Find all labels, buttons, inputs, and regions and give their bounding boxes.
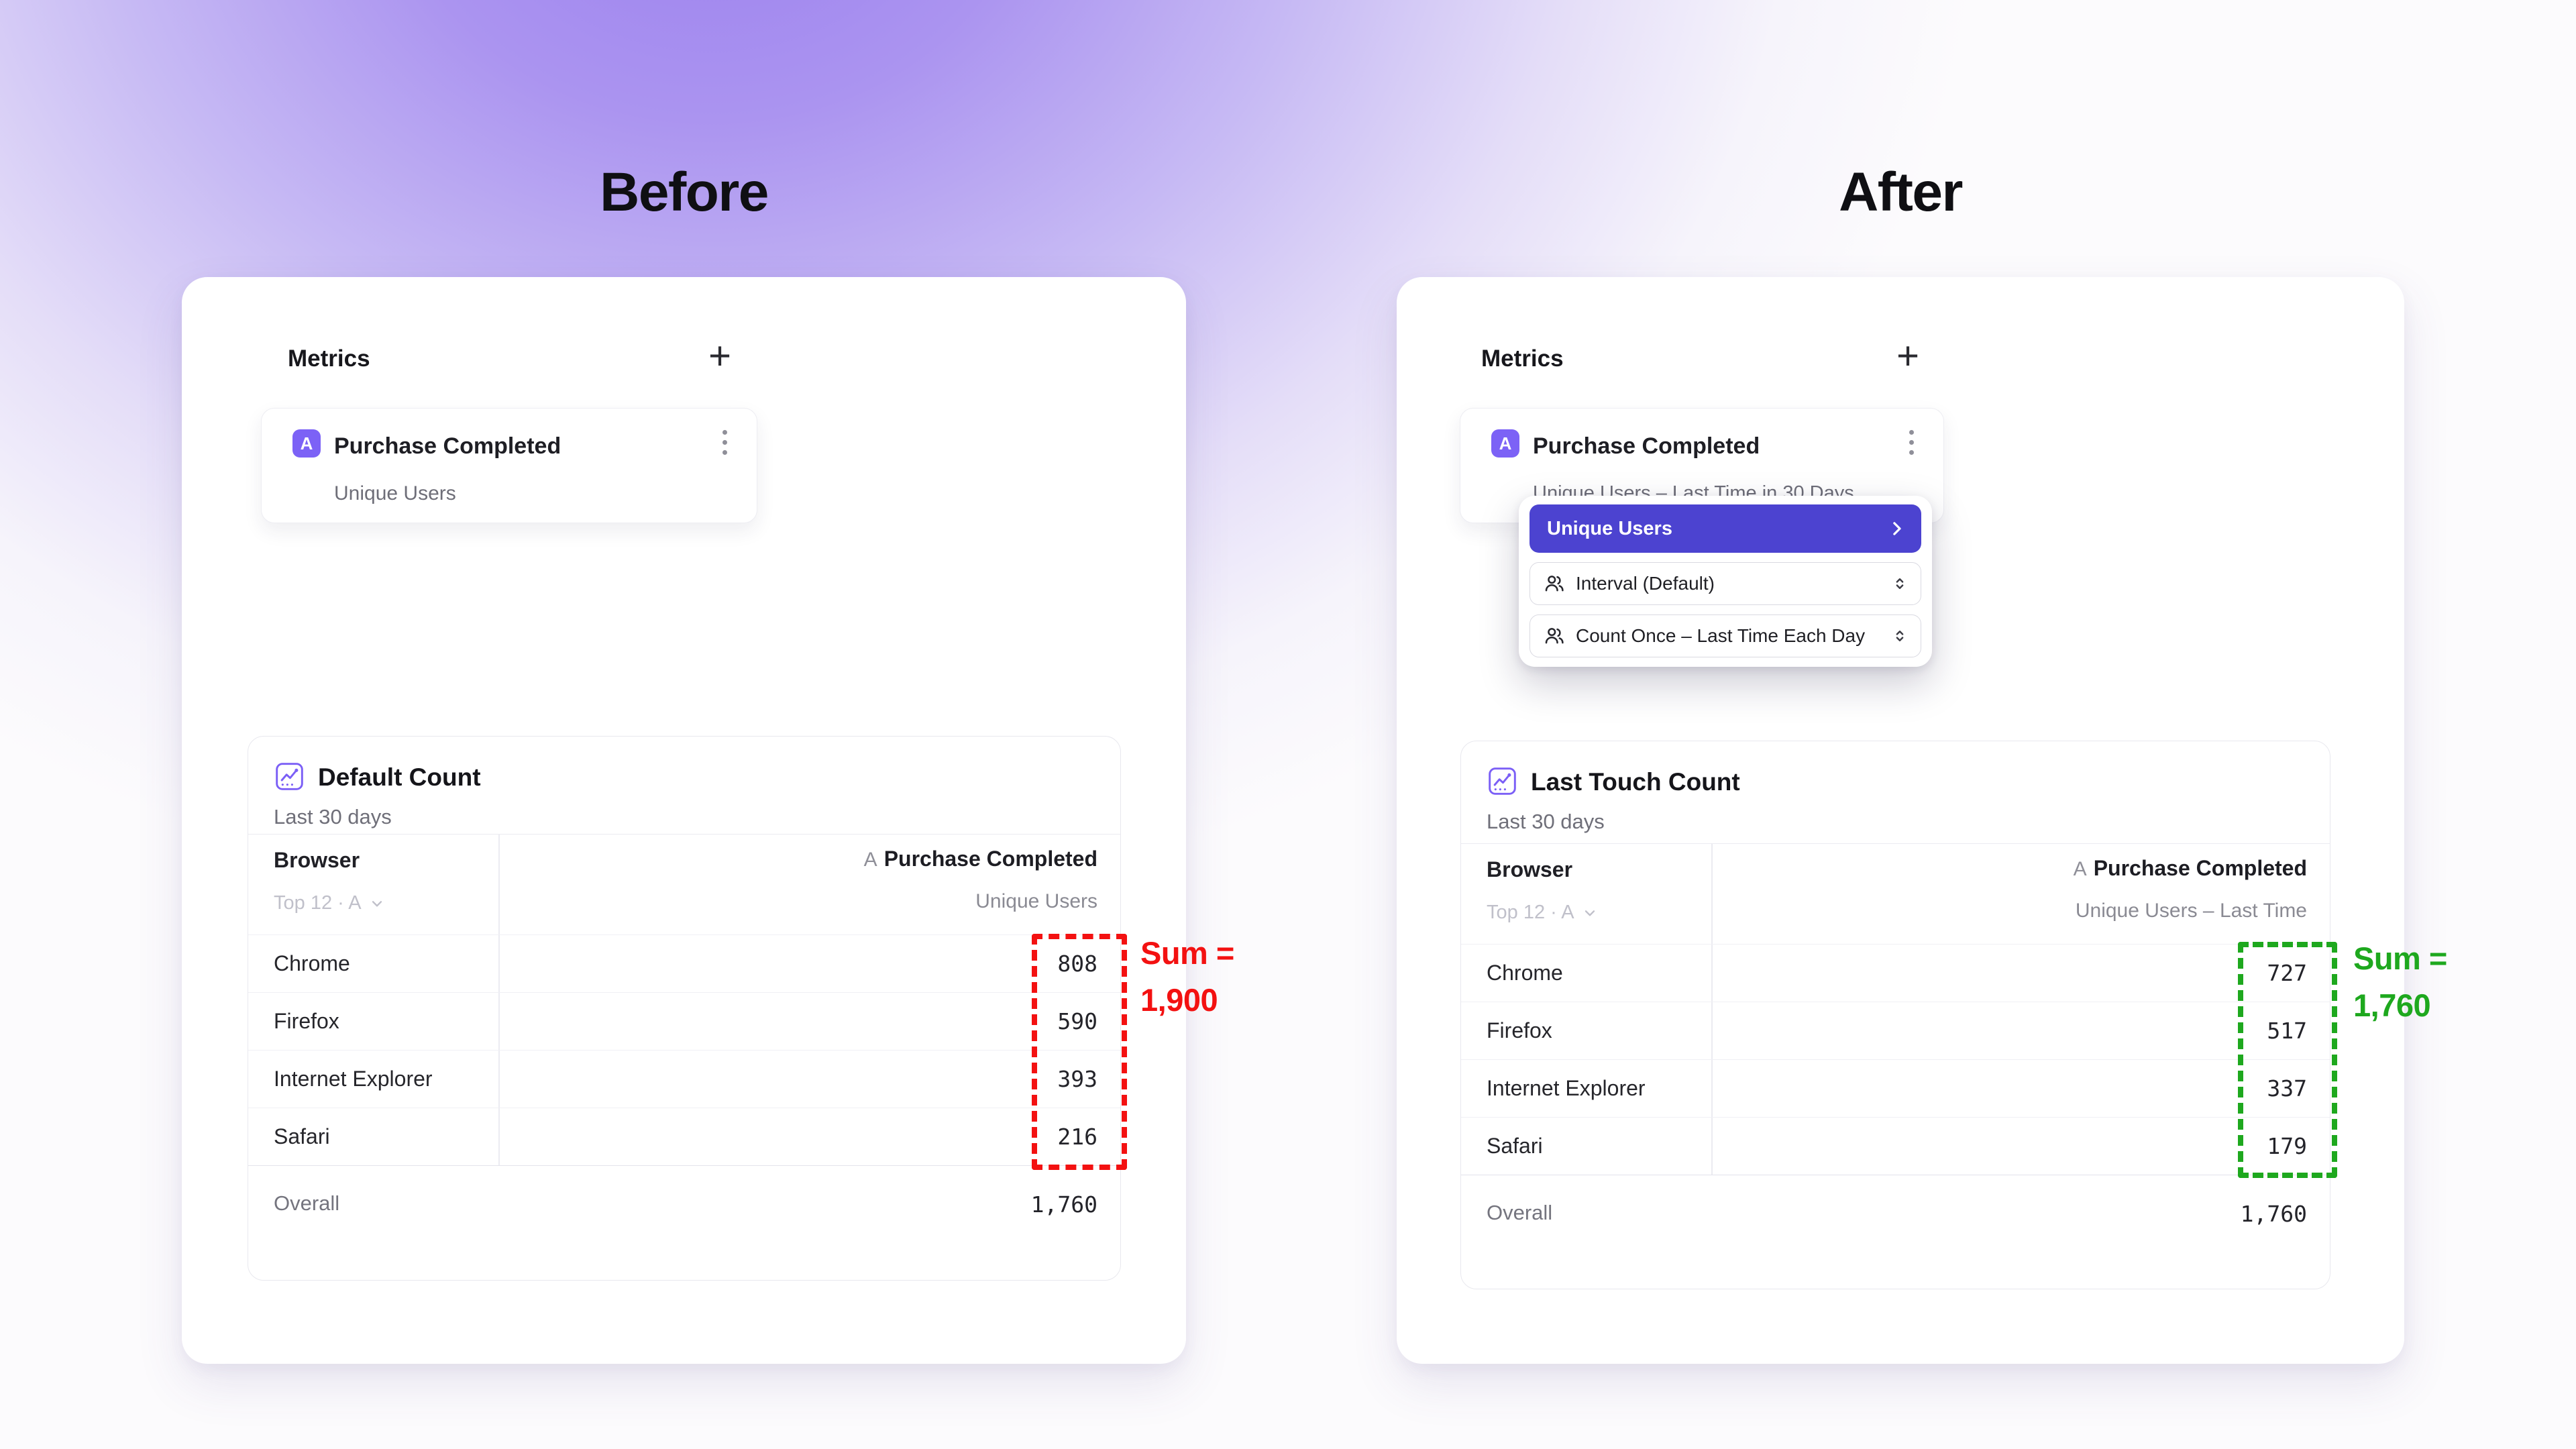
row-value: 179	[2267, 1133, 2307, 1159]
table-title: Default Count	[318, 763, 481, 791]
row-label: Chrome	[1487, 961, 1563, 985]
dropdown-option-interval[interactable]: Interval (Default)	[1529, 562, 1921, 605]
sum-line: 1,900	[1140, 982, 1218, 1018]
table-date-range: Last 30 days	[1487, 810, 1605, 833]
metric-name: Purchase Completed	[1533, 433, 1760, 459]
line-chart-icon	[276, 763, 303, 790]
metric-item[interactable]: A Purchase Completed Unique Users	[261, 408, 757, 523]
dropdown-selected-option[interactable]: Unique Users	[1529, 504, 1921, 553]
dropdown-option-label: Count Once – Last Time Each Day	[1576, 625, 1866, 646]
highlight-box-before	[1032, 934, 1127, 1170]
row-label: Safari	[1487, 1134, 1543, 1158]
dropdown-option-count-once[interactable]: Count Once – Last Time Each Day	[1529, 614, 1921, 657]
results-table-card: Default Count Last 30 days Browser Top 1…	[248, 736, 1121, 1281]
table-date-range: Last 30 days	[274, 805, 392, 828]
users-icon	[1545, 576, 1564, 592]
sum-annotation-after: Sum = 1,760	[2353, 935, 2447, 1029]
column-header-measure: Unique Users	[975, 890, 1097, 912]
kebab-menu-icon[interactable]	[1909, 430, 1914, 455]
table-row: Firefox 517	[1461, 1002, 2330, 1059]
column-header-metric-block: A Purchase Completed Unique Users – Last …	[2074, 856, 2307, 922]
footer-label: Overall	[274, 1191, 340, 1215]
measure-dropdown: Unique Users Interval (Default) Count	[1519, 496, 1932, 667]
row-label: Safari	[274, 1124, 330, 1148]
row-label: Firefox	[1487, 1018, 1552, 1042]
sum-annotation-before: Sum = 1,900	[1140, 930, 1234, 1024]
metric-series-letter: A	[2073, 858, 2087, 880]
row-value: 517	[2267, 1018, 2307, 1044]
dropdown-selected-label: Unique Users	[1547, 517, 1672, 539]
table-title: Last Touch Count	[1531, 768, 1740, 796]
table-column-header: Browser Top 12 · A A Purchase Completed U…	[248, 834, 1120, 934]
row-value: 337	[2267, 1075, 2307, 1102]
table-row: Safari 179	[1461, 1117, 2330, 1175]
before-heading: Before	[600, 162, 769, 223]
footer-label: Overall	[1487, 1201, 1553, 1224]
browser-filter-control[interactable]: Top 12 · A	[274, 892, 386, 914]
metric-series-badge: A	[1491, 429, 1519, 458]
column-header-metric: Purchase Completed	[883, 847, 1097, 871]
chevron-right-icon	[1893, 522, 1901, 535]
table-row: Firefox 590	[248, 992, 1120, 1050]
table-row: Internet Explorer 337	[1461, 1059, 2330, 1117]
add-metric-button[interactable]: +	[698, 335, 741, 378]
browser-filter-label: Top 12 · A	[274, 892, 362, 914]
dropdown-option-label: Interval (Default)	[1576, 573, 1715, 594]
row-value: 393	[1057, 1066, 1097, 1092]
table-column-header: Browser Top 12 · A A Purchase Completed U…	[1461, 843, 2330, 944]
metrics-section-title: Metrics	[1481, 345, 1564, 372]
users-icon	[1545, 628, 1564, 644]
footer-value: 1,760	[1030, 1191, 1097, 1218]
row-value: 808	[1057, 951, 1097, 977]
row-value: 727	[2267, 960, 2307, 986]
table-row: Internet Explorer 393	[248, 1050, 1120, 1108]
table-row: Chrome 808	[248, 934, 1120, 992]
sum-line: Sum =	[1140, 935, 1234, 971]
column-divider	[498, 834, 500, 1165]
column-header-measure: Unique Users – Last Time	[2075, 900, 2307, 922]
kebab-menu-icon[interactable]	[722, 430, 727, 455]
line-chart-icon	[1489, 767, 1516, 795]
row-label: Chrome	[274, 951, 350, 975]
column-header-browser: Browser	[1487, 857, 1573, 881]
after-panel: Metrics + A Purchase Completed Unique Us…	[1397, 277, 2404, 1364]
browser-filter-label: Top 12 · A	[1487, 902, 1574, 923]
sum-line: Sum =	[2353, 941, 2447, 976]
table-body: Chrome 808 Firefox 590 Internet Explorer…	[248, 934, 1120, 1165]
up-down-chevron-icon	[1896, 631, 1904, 641]
results-table-card: Last Touch Count Last 30 days Browser To…	[1460, 741, 2330, 1289]
browser-filter-control[interactable]: Top 12 · A	[1487, 902, 1599, 924]
chevron-down-icon	[372, 900, 382, 906]
column-header-metric: Purchase Completed	[2093, 856, 2307, 880]
metric-series-badge: A	[292, 429, 321, 458]
footer-value: 1,760	[2240, 1201, 2307, 1227]
table-body: Chrome 727 Firefox 517 Internet Explorer…	[1461, 944, 2330, 1175]
row-label: Firefox	[274, 1009, 339, 1033]
table-footer-row: Overall 1,760	[1461, 1175, 2330, 1289]
add-metric-button[interactable]: +	[1886, 335, 1929, 378]
table-row: Safari 216	[248, 1108, 1120, 1165]
column-header-metric-block: A Purchase Completed Unique Users	[864, 847, 1097, 913]
up-down-chevron-icon	[1896, 578, 1904, 589]
table-row: Chrome 727	[1461, 944, 2330, 1002]
column-header-browser: Browser	[274, 848, 360, 872]
table-footer-row: Overall 1,760	[248, 1165, 1120, 1280]
row-value: 216	[1057, 1124, 1097, 1150]
metric-series-letter: A	[863, 849, 877, 871]
metric-measure[interactable]: Unique Users	[334, 482, 456, 504]
sum-line: 1,760	[2353, 987, 2431, 1023]
row-value: 590	[1057, 1008, 1097, 1034]
row-label: Internet Explorer	[1487, 1076, 1646, 1100]
after-heading: After	[1839, 162, 1963, 223]
highlight-box-after	[2238, 942, 2337, 1178]
chevron-down-icon	[1585, 910, 1595, 916]
column-divider	[1711, 843, 1713, 1175]
before-panel: Metrics + A Purchase Completed Unique Us…	[182, 277, 1186, 1364]
row-label: Internet Explorer	[274, 1067, 433, 1091]
metric-name: Purchase Completed	[334, 433, 561, 459]
metrics-section-title: Metrics	[288, 345, 370, 372]
